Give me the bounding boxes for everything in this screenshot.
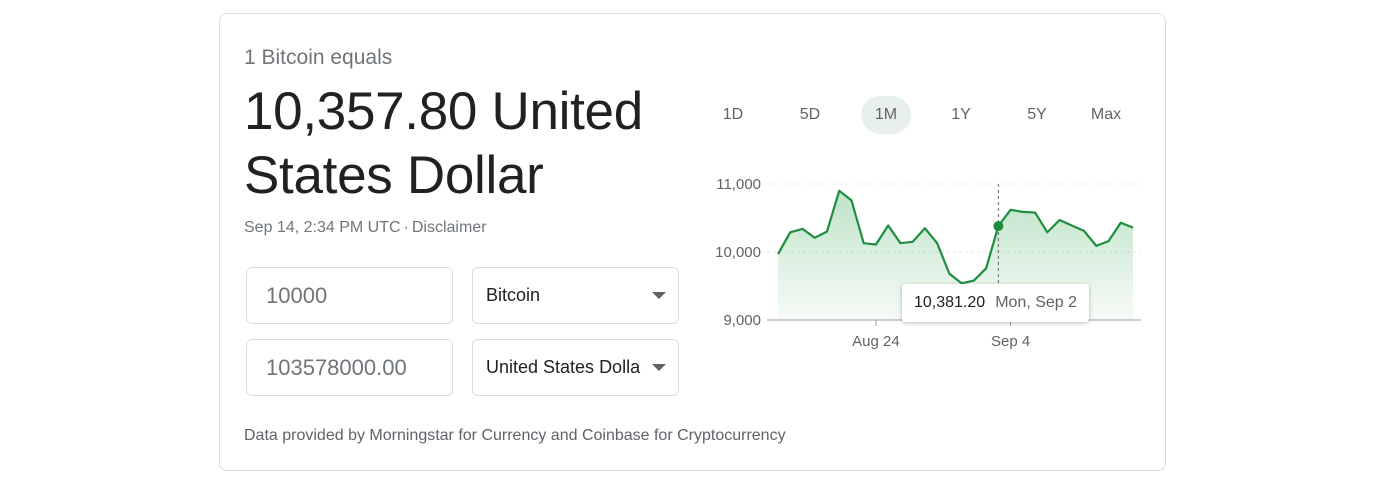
conversion-subtitle: 1 Bitcoin equals xyxy=(244,46,393,69)
currency-converter-card: 1 Bitcoin equals 10,357.80 United States… xyxy=(219,13,1166,471)
from-amount-value: 10000 xyxy=(266,282,328,308)
timestamp-line: Sep 14, 2:34 PM UTC · Disclaimer xyxy=(244,219,487,237)
tab-5d[interactable]: 5D xyxy=(799,106,821,123)
separator: · xyxy=(403,219,409,236)
to-currency-value: United States Dolla xyxy=(486,357,641,377)
y-tick-label: 11,000 xyxy=(716,176,761,193)
disclaimer-link[interactable]: Disclaimer xyxy=(411,219,487,236)
tab-max[interactable]: Max xyxy=(1090,106,1122,123)
chart-tooltip: 10,381.20 Mon, Sep 2 xyxy=(902,284,1090,322)
chevron-down-icon xyxy=(652,364,666,371)
tab-1d[interactable]: 1D xyxy=(722,106,744,123)
tooltip-value: 10,381.20 xyxy=(914,294,986,311)
from-currency-value: Bitcoin xyxy=(486,285,541,305)
to-amount-input[interactable]: 103578000.00 xyxy=(246,339,453,396)
range-tabs: 1D 5D 1M 1Y 5Y Max xyxy=(701,96,1138,136)
tooltip-date: Mon, Sep 2 xyxy=(995,294,1078,311)
to-amount-value: 103578000.00 xyxy=(266,354,407,380)
to-currency-select[interactable]: United States Dolla xyxy=(472,339,679,396)
tab-1m[interactable]: 1M xyxy=(861,96,911,134)
y-tick-label: 10,000 xyxy=(715,244,761,261)
tab-1y[interactable]: 1Y xyxy=(951,106,971,123)
y-tick-label: 9,000 xyxy=(723,312,761,329)
from-currency-select[interactable]: Bitcoin xyxy=(472,267,679,324)
timestamp: Sep 14, 2:34 PM UTC xyxy=(244,219,401,236)
x-tick-label: Sep 4 xyxy=(991,333,1030,350)
hover-point xyxy=(993,221,1004,232)
tab-5y[interactable]: 5Y xyxy=(1027,106,1047,123)
chevron-down-icon xyxy=(652,292,666,299)
conversion-result: 10,357.80 United States Dollar xyxy=(244,82,643,205)
price-line xyxy=(777,189,1134,285)
data-source-footer: Data provided by Morningstar for Currenc… xyxy=(244,427,786,444)
x-tick-label: Aug 24 xyxy=(852,333,900,350)
from-amount-input[interactable]: 10000 xyxy=(246,267,453,324)
price-chart[interactable]: 11,000 10,000 9,000 Aug 24 Sep 4 xyxy=(701,164,1161,364)
